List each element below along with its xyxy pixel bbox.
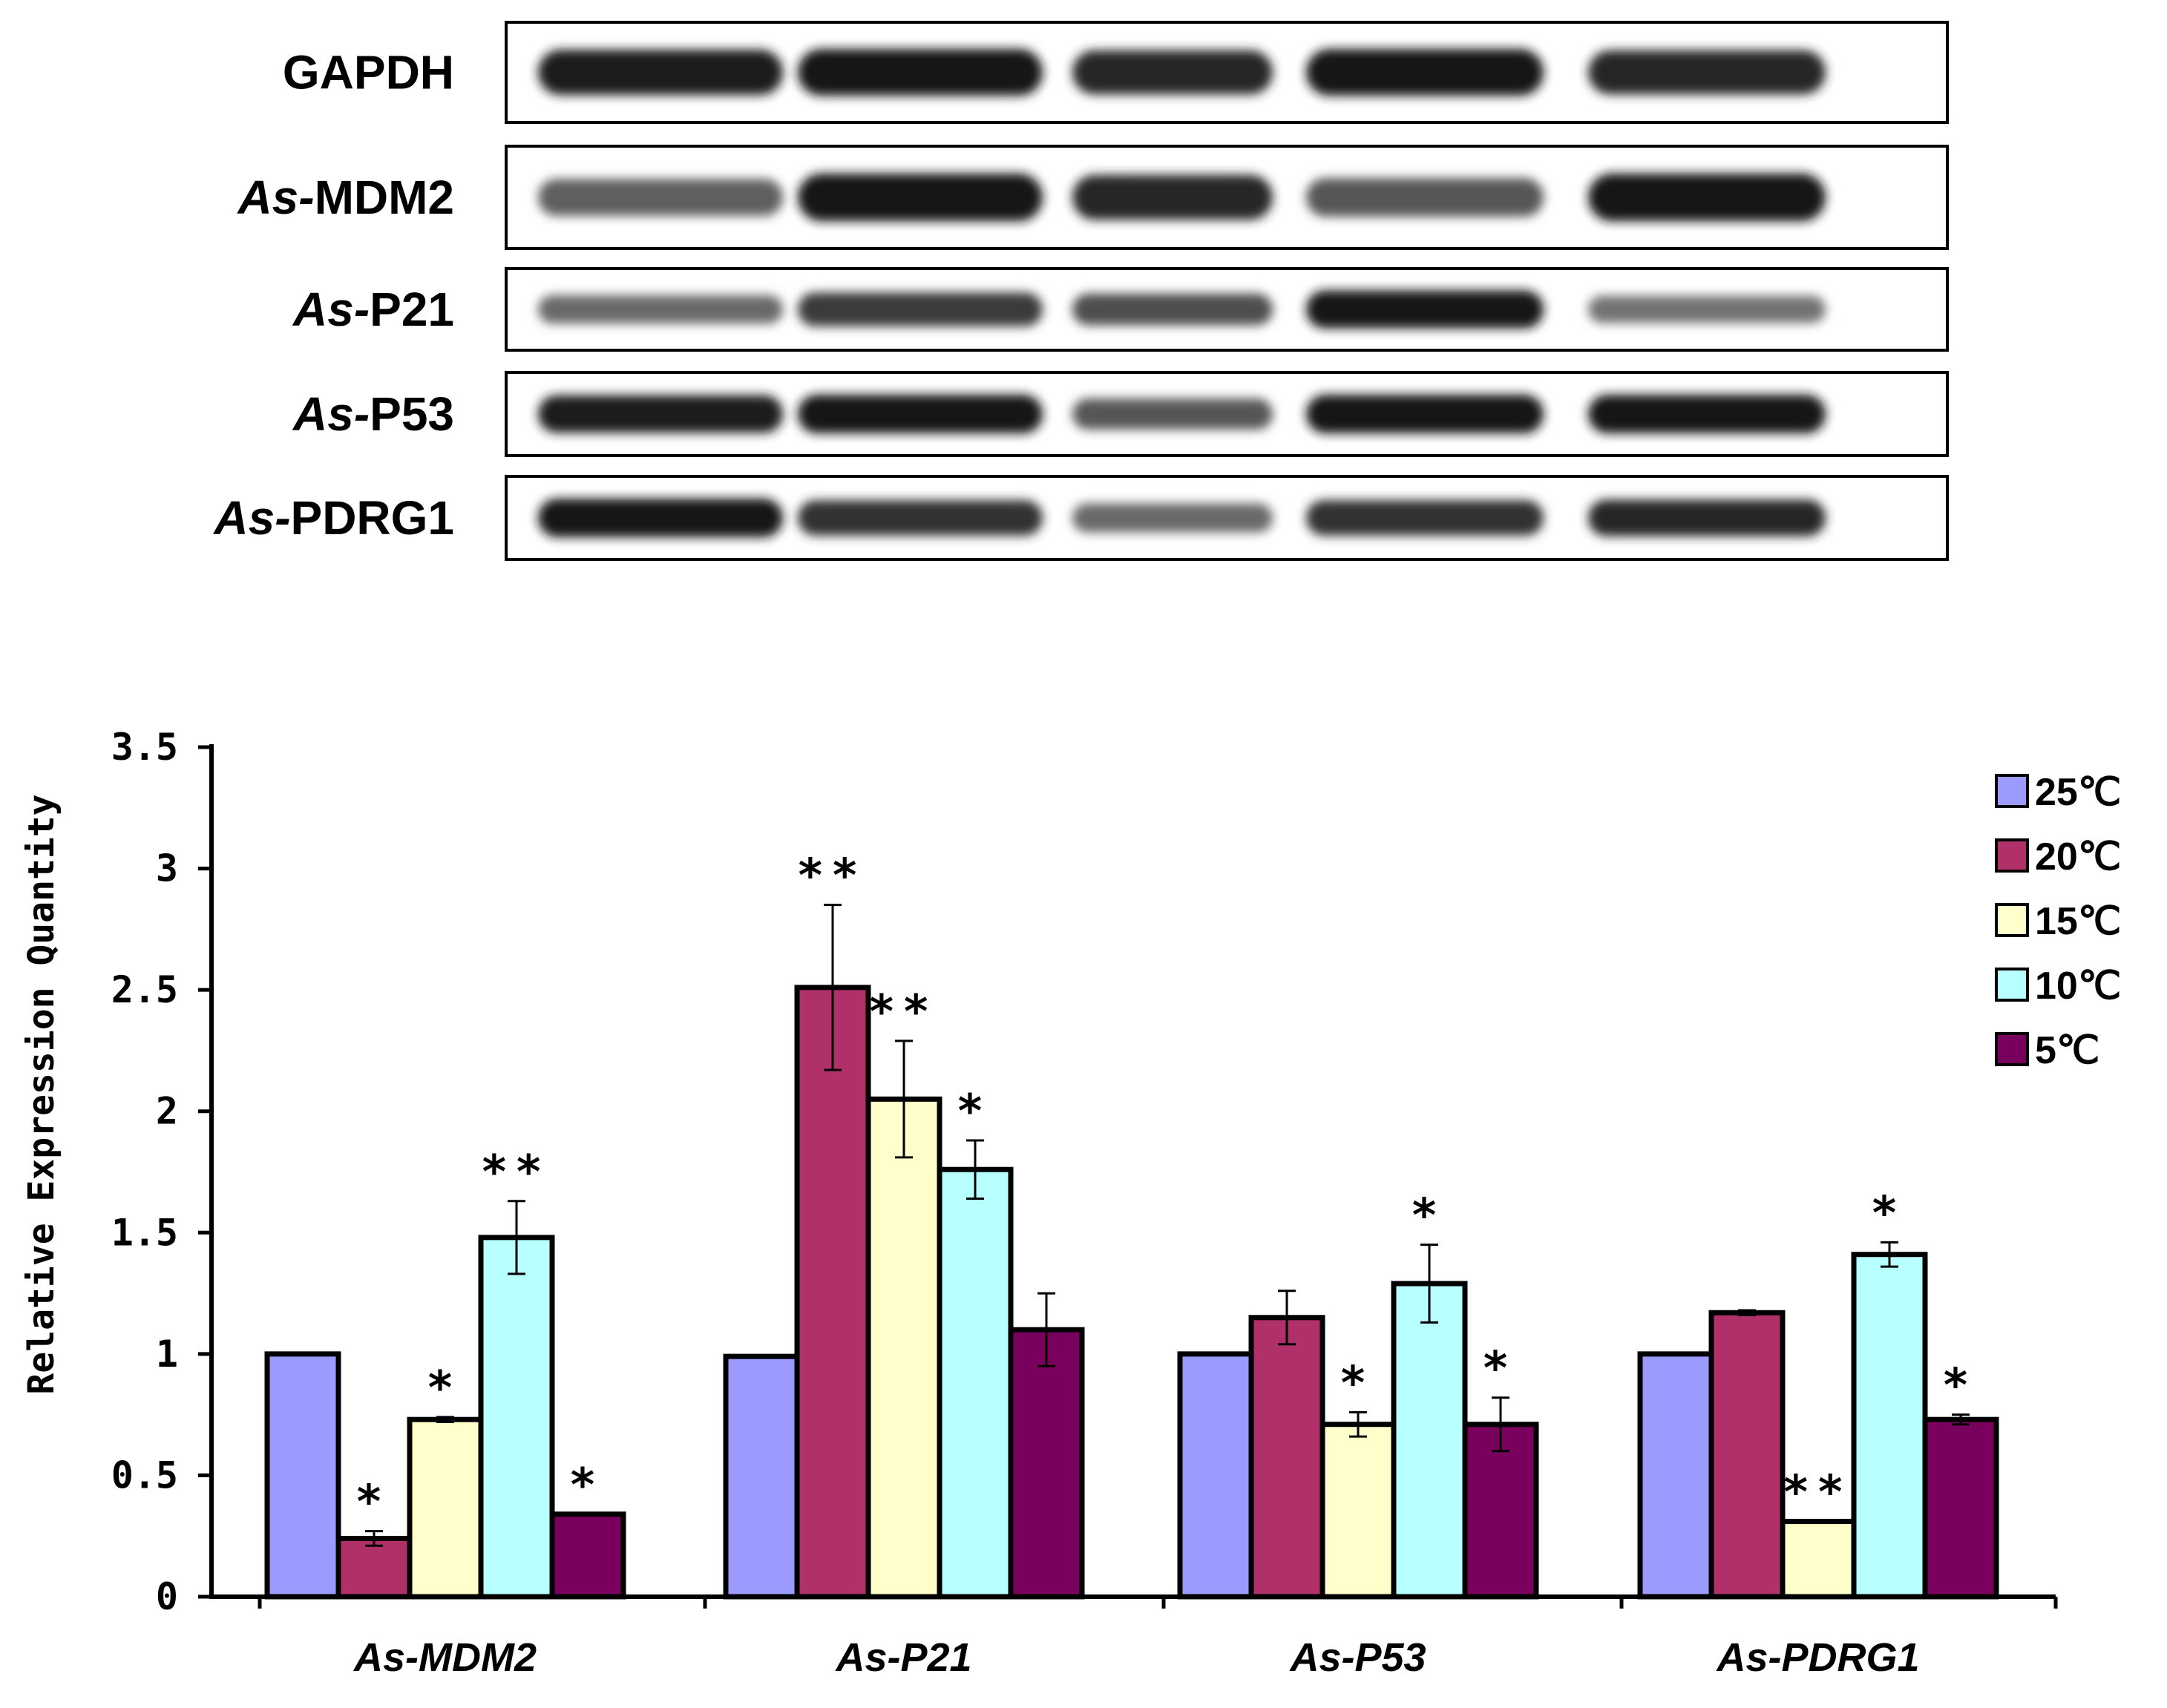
western-blot-panel: GAPDH As-MDM2 As-P21 As-P53 As-PDRG1 bbox=[212, 21, 1949, 561]
blot-band bbox=[538, 498, 783, 538]
blot-band bbox=[538, 295, 783, 324]
y-tick-label: 0.5 bbox=[111, 1454, 178, 1497]
blot-band bbox=[538, 178, 783, 217]
bar bbox=[1922, 1416, 1999, 1600]
significance-marker: * bbox=[357, 1475, 391, 1529]
significance-marker: * bbox=[1944, 1359, 1978, 1413]
significance-marker: * bbox=[1412, 1189, 1446, 1243]
legend-swatch bbox=[1995, 838, 2029, 873]
bar bbox=[1177, 1351, 1254, 1600]
significance-marker: ** bbox=[799, 849, 868, 903]
blot-band bbox=[1072, 174, 1273, 220]
blot-band bbox=[1072, 503, 1273, 533]
significance-marker: * bbox=[1872, 1186, 1907, 1240]
bar bbox=[1780, 1519, 1857, 1600]
bar bbox=[1851, 1252, 1928, 1600]
bar bbox=[335, 1535, 413, 1600]
bar bbox=[723, 1353, 800, 1600]
legend-swatch bbox=[1995, 1032, 2029, 1066]
legend-swatch bbox=[1995, 774, 2029, 808]
blot-band bbox=[1306, 394, 1544, 434]
y-tick-label: 3 bbox=[156, 847, 178, 890]
blot-band bbox=[798, 48, 1043, 96]
blot-band bbox=[798, 500, 1043, 536]
y-tick-label: 2.5 bbox=[111, 968, 178, 1011]
category-label: As-P53 bbox=[1288, 1635, 1426, 1680]
legend: 25℃ 20℃ 15℃ 10℃ 5℃ bbox=[1995, 771, 2121, 1072]
blot-band bbox=[1588, 50, 1826, 95]
bar bbox=[1708, 1310, 1786, 1600]
bar bbox=[478, 1235, 555, 1600]
category-label: As-P21 bbox=[834, 1635, 971, 1680]
blot-row-label: GAPDH bbox=[283, 46, 454, 99]
bar bbox=[549, 1511, 626, 1600]
significance-marker: * bbox=[571, 1458, 605, 1512]
blot-band bbox=[538, 49, 783, 96]
blot-band bbox=[1306, 500, 1544, 536]
significance-marker: * bbox=[1484, 1341, 1518, 1396]
bar bbox=[264, 1351, 341, 1600]
y-tick-label: 1 bbox=[156, 1333, 178, 1376]
y-axis-label: Relative Expression Quantity bbox=[21, 794, 62, 1394]
y-tick-label: 1.5 bbox=[111, 1211, 178, 1254]
legend-label: 15℃ bbox=[2035, 900, 2121, 943]
blot-row-label: As-MDM2 bbox=[236, 171, 454, 224]
bar bbox=[865, 1096, 942, 1600]
blot-band bbox=[798, 173, 1043, 222]
bar-chart: 00.511.522.533.5*****As-MDM2*****As-P21*… bbox=[21, 726, 2121, 1680]
y-tick-label: 3.5 bbox=[111, 726, 178, 769]
bar bbox=[937, 1166, 1014, 1600]
legend-label: 20℃ bbox=[2035, 835, 2121, 878]
significance-marker: ** bbox=[1784, 1465, 1853, 1520]
bar bbox=[1637, 1351, 1714, 1600]
significance-marker: ** bbox=[482, 1145, 551, 1199]
bar bbox=[1008, 1327, 1085, 1600]
blot-band bbox=[1588, 295, 1826, 323]
blot-band bbox=[1588, 394, 1826, 434]
bar bbox=[1319, 1422, 1397, 1600]
blot-band bbox=[798, 394, 1043, 434]
blot-band bbox=[1072, 293, 1273, 326]
blot-band bbox=[1306, 178, 1544, 217]
significance-marker: * bbox=[428, 1361, 462, 1415]
legend-swatch bbox=[1995, 903, 2029, 937]
legend-label: 10℃ bbox=[2035, 965, 2121, 1008]
significance-marker: * bbox=[958, 1084, 992, 1138]
blot-row-label: As-P21 bbox=[292, 283, 454, 336]
legend-label: 25℃ bbox=[2035, 771, 2121, 814]
blot-band bbox=[1306, 290, 1544, 329]
blot-band bbox=[538, 395, 783, 433]
blot-band bbox=[1072, 398, 1273, 430]
blot-row-label: As-P53 bbox=[292, 387, 454, 441]
blot-band bbox=[1588, 173, 1826, 222]
blot-band bbox=[798, 292, 1043, 326]
bar bbox=[407, 1416, 484, 1600]
significance-marker: * bbox=[1341, 1356, 1375, 1410]
bar bbox=[1248, 1315, 1325, 1600]
category-label: As-MDM2 bbox=[353, 1635, 537, 1680]
legend-label: 5℃ bbox=[2035, 1029, 2099, 1072]
y-tick-label: 2 bbox=[156, 1090, 178, 1133]
y-tick-label: 0 bbox=[156, 1575, 178, 1618]
significance-marker: ** bbox=[870, 985, 939, 1039]
blot-band bbox=[1306, 48, 1544, 96]
legend-swatch bbox=[1995, 968, 2029, 1002]
blot-band bbox=[1588, 499, 1826, 536]
blot-row-label: As-PDRG1 bbox=[212, 491, 454, 545]
blot-band bbox=[1072, 50, 1273, 95]
bar bbox=[794, 985, 871, 1600]
category-label: As-PDRG1 bbox=[1715, 1635, 1919, 1680]
bar bbox=[1391, 1281, 1468, 1600]
